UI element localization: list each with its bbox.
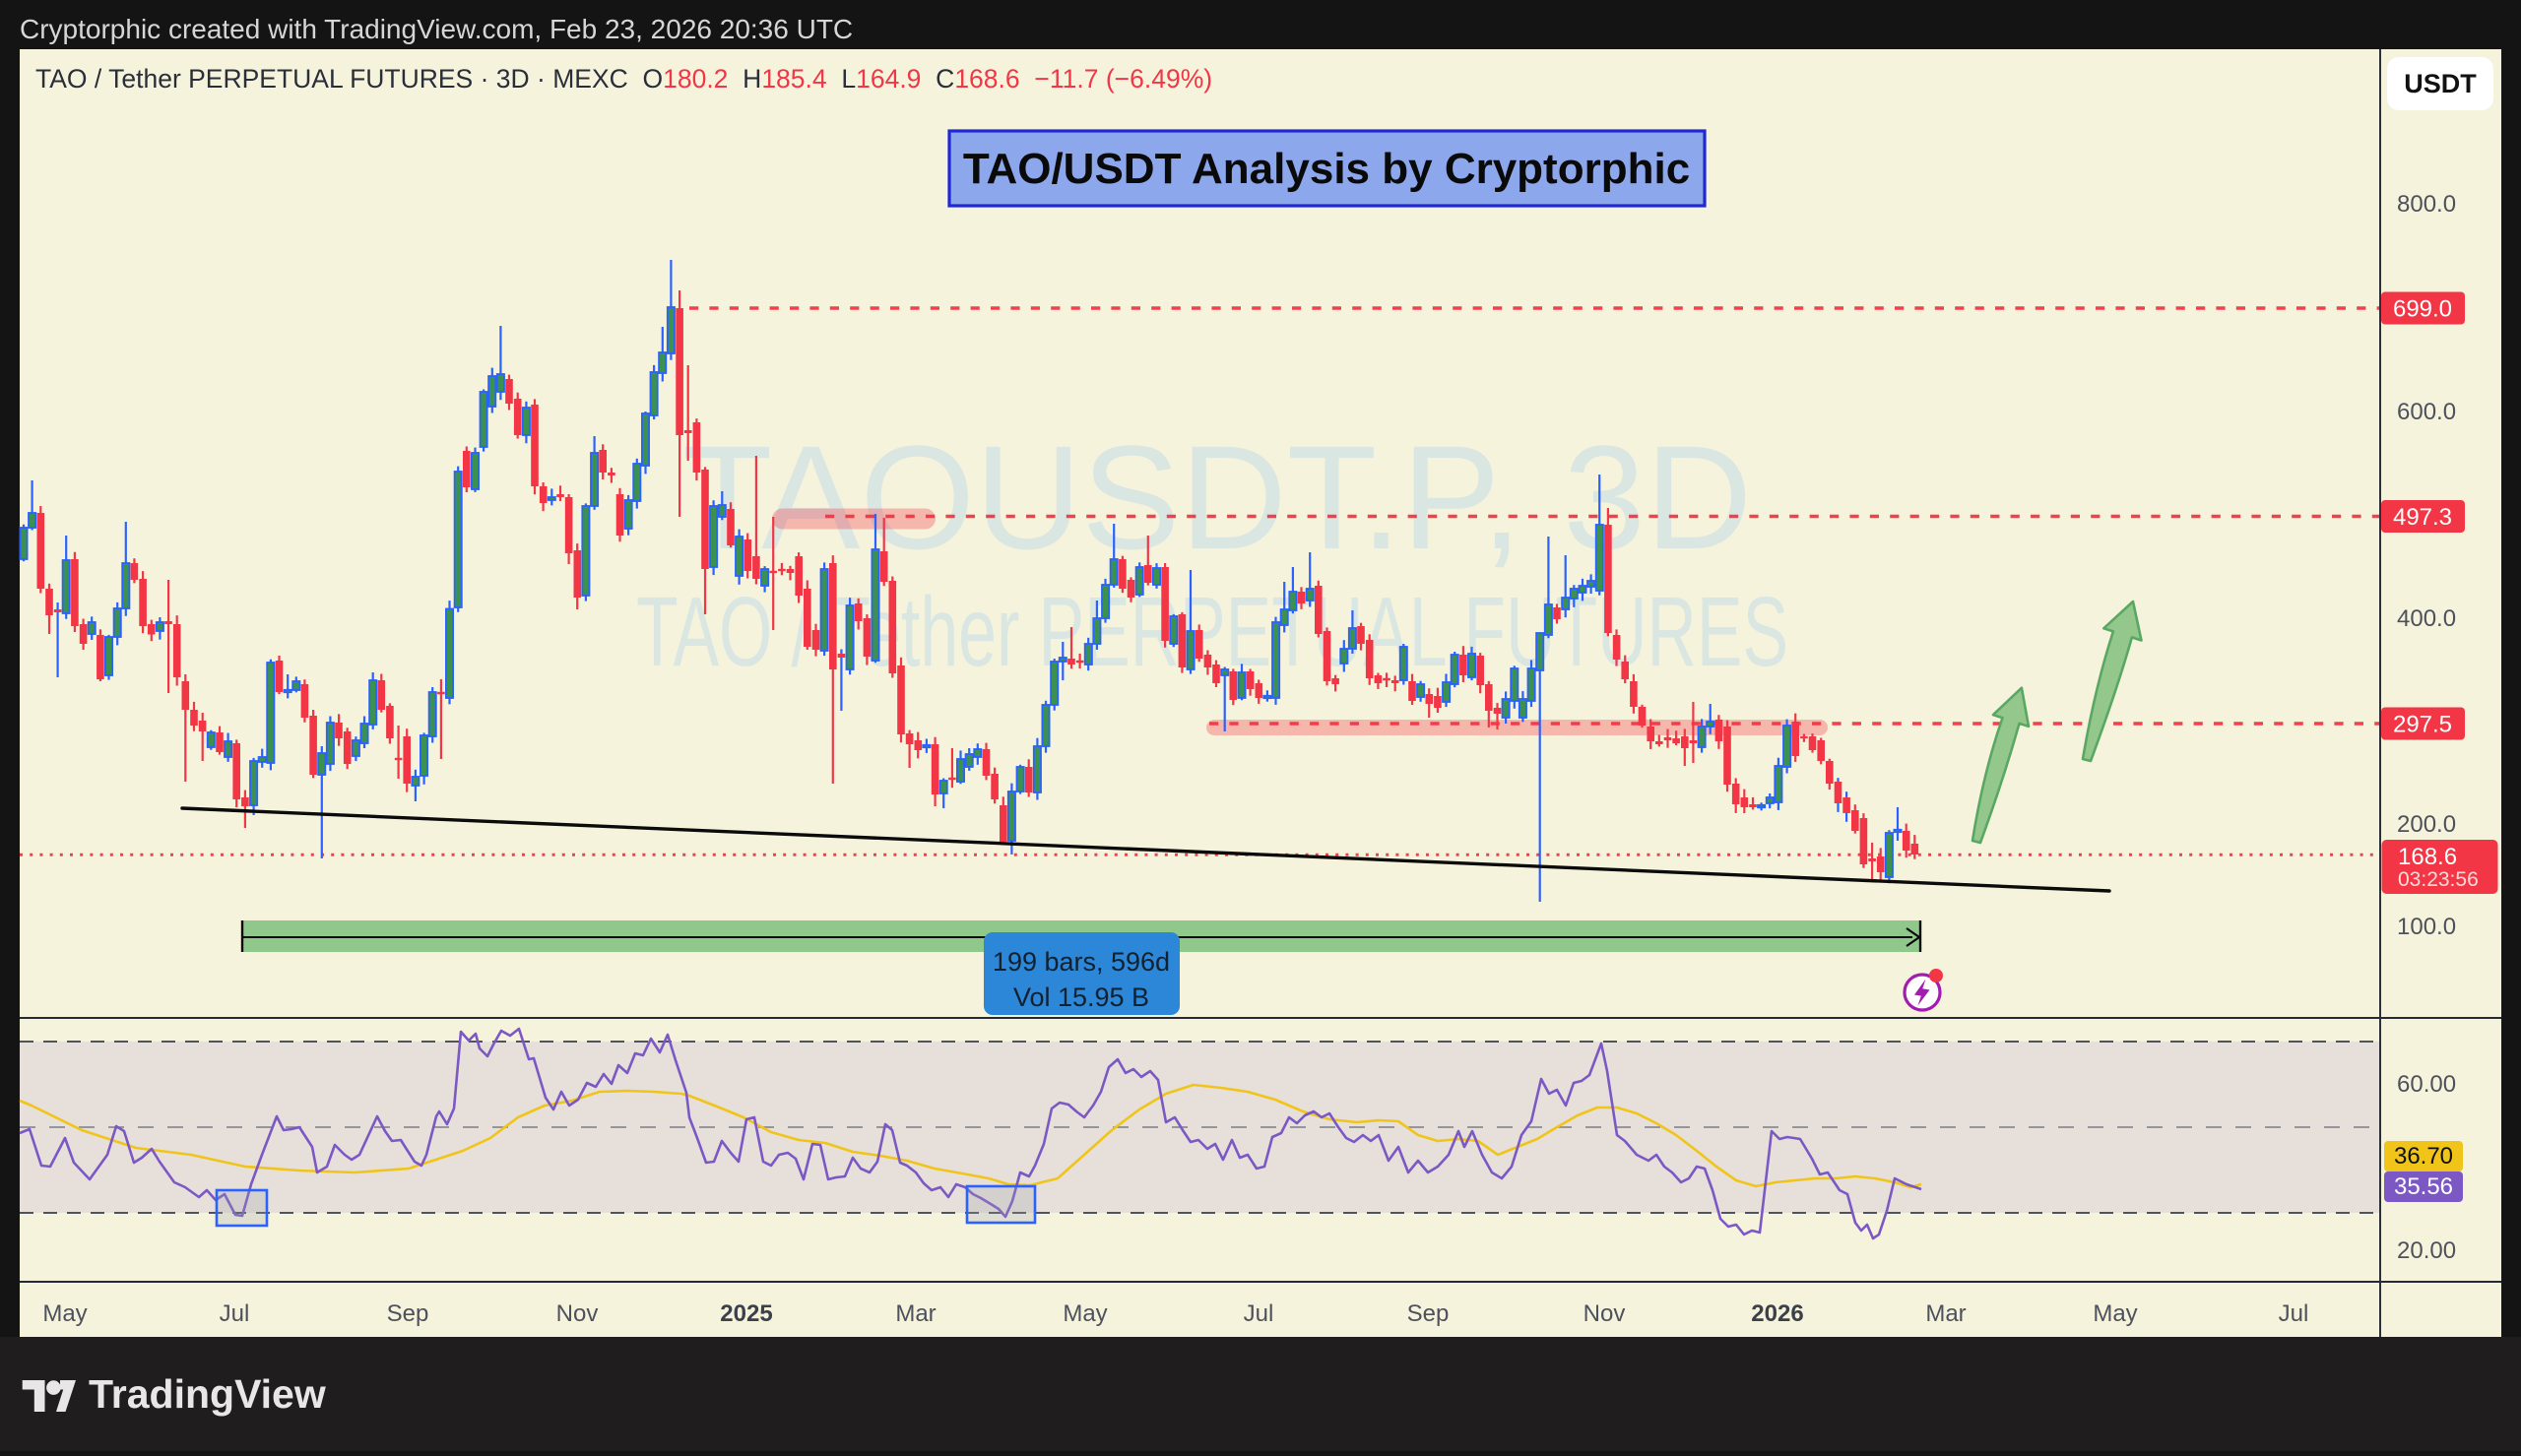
svg-text:497.3: 497.3 [2393, 504, 2452, 531]
svg-text:297.5: 297.5 [2393, 712, 2452, 738]
svg-text:May: May [2093, 1300, 2137, 1327]
svg-text:800.0: 800.0 [2397, 191, 2456, 218]
svg-text:TAOUSDT.P, 3D: TAOUSDT.P, 3D [682, 414, 1752, 580]
svg-text:168.6: 168.6 [2398, 844, 2457, 870]
svg-text:2025: 2025 [720, 1300, 772, 1327]
svg-text:200.0: 200.0 [2397, 811, 2456, 838]
svg-text:35.56: 35.56 [2394, 1173, 2453, 1200]
svg-text:400.0: 400.0 [2397, 605, 2456, 632]
svg-text:Vol 15.95 B: Vol 15.95 B [1013, 982, 1149, 1012]
svg-text:May: May [1063, 1300, 1107, 1327]
svg-text:600.0: 600.0 [2397, 399, 2456, 425]
svg-text:60.00: 60.00 [2397, 1071, 2456, 1098]
svg-text:Nov: Nov [1584, 1300, 1626, 1327]
svg-text:TAO / Tether PERPETUAL FUTURES: TAO / Tether PERPETUAL FUTURES · 3D · ME… [35, 64, 1212, 94]
svg-text:20.00: 20.00 [2397, 1237, 2456, 1264]
svg-text:TradingView: TradingView [89, 1371, 326, 1417]
svg-text:Sep: Sep [1407, 1300, 1450, 1327]
svg-text:Mar: Mar [895, 1300, 936, 1327]
svg-text:100.0: 100.0 [2397, 914, 2456, 940]
svg-text:May: May [42, 1300, 87, 1327]
svg-text:Sep: Sep [387, 1300, 429, 1327]
svg-text:699.0: 699.0 [2393, 296, 2452, 323]
svg-text:Jul: Jul [2279, 1300, 2309, 1327]
svg-text:36.70: 36.70 [2394, 1143, 2453, 1170]
svg-text:199 bars, 596d: 199 bars, 596d [993, 947, 1170, 977]
svg-text:TAO/USDT Analysis by Cryptorph: TAO/USDT Analysis by Cryptorphic [963, 145, 1690, 193]
svg-text:USDT: USDT [2404, 69, 2477, 98]
svg-text:Nov: Nov [556, 1300, 599, 1327]
svg-text:Mar: Mar [1925, 1300, 1966, 1327]
svg-text:2026: 2026 [1751, 1300, 1803, 1327]
svg-text:Cryptorphic created with Tradi: Cryptorphic created with TradingView.com… [20, 14, 853, 44]
svg-text:Jul: Jul [220, 1300, 250, 1327]
svg-text:03:23:56: 03:23:56 [2398, 868, 2479, 891]
svg-text:Jul: Jul [1244, 1300, 1274, 1327]
